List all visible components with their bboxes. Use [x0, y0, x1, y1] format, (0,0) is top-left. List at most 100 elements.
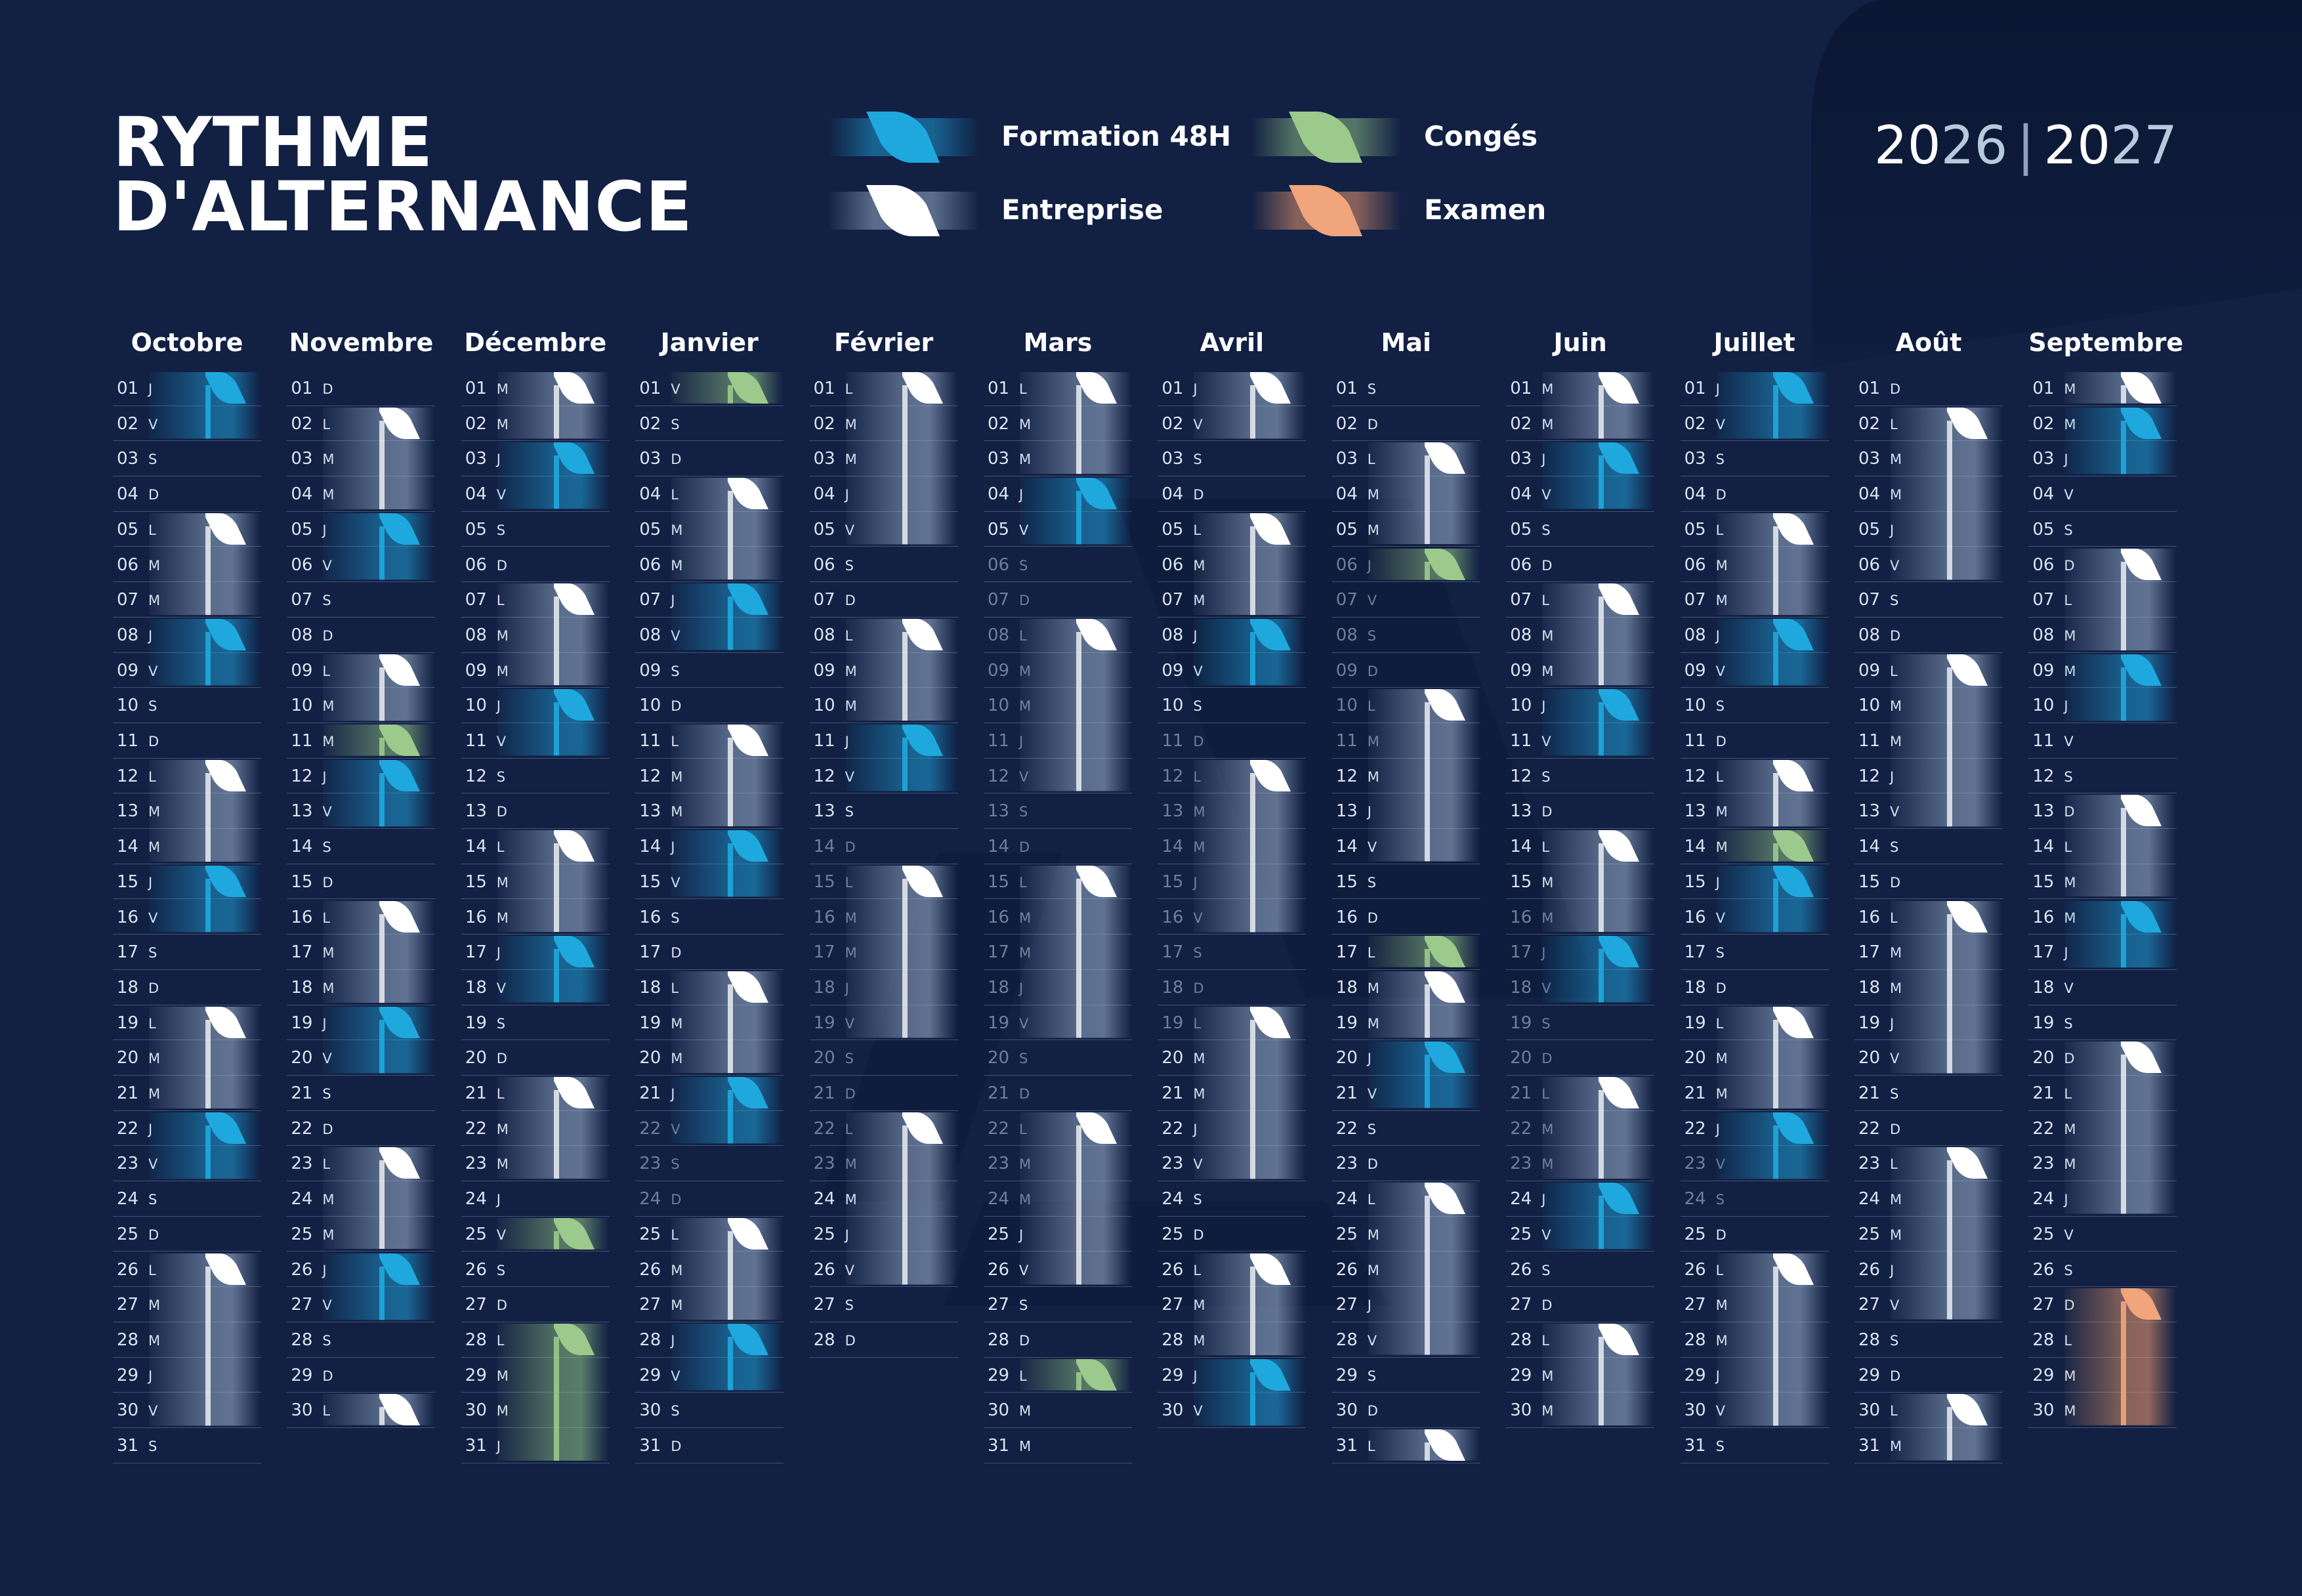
period-graphic [497, 1217, 609, 1250]
weekday-letter: D [1193, 980, 1204, 996]
period-entreprise [845, 865, 957, 1038]
day-number: 16 [291, 907, 313, 927]
period-leaf-icon [379, 724, 421, 756]
period-graphic [1891, 1394, 2002, 1461]
day-number: 30 [1684, 1400, 1706, 1421]
period-leaf-icon [553, 583, 595, 616]
day-number: 07 [291, 590, 313, 610]
period-entreprise [1194, 759, 1306, 933]
weekday-letter: S [1715, 698, 1725, 715]
period-graphic [845, 618, 957, 721]
period-band [1368, 689, 1480, 862]
period-entreprise [1542, 1077, 1654, 1179]
day-number: 18 [1684, 977, 1706, 998]
day-row: 15 D [1854, 864, 2003, 900]
day-number: 13 [639, 801, 661, 822]
day-number: 06 [988, 555, 1010, 575]
day-number: 22 [988, 1118, 1010, 1139]
day-number: 29 [988, 1365, 1010, 1385]
day-number: 17 [1335, 942, 1358, 963]
period-formation [149, 1112, 261, 1179]
title-line-2: D'ALTERNANCE [113, 167, 693, 247]
period-stripe [1250, 385, 1256, 439]
day-number: 18 [2032, 977, 2055, 998]
day-number: 21 [1335, 1083, 1358, 1103]
day-row: 07 D [809, 582, 958, 618]
period-graphic [1020, 1112, 1131, 1285]
period-entreprise [1194, 513, 1306, 615]
period-entreprise [149, 1253, 261, 1425]
period-graphic [2064, 1288, 2177, 1425]
period-graphic [1716, 618, 1828, 686]
day-number: 24 [1161, 1189, 1184, 1209]
legend-swatch-conges [1251, 112, 1402, 163]
period-leaf-icon [379, 1394, 421, 1426]
weekday-letter: S [1541, 522, 1551, 538]
day-number: 12 [1510, 766, 1532, 786]
day-number: 28 [117, 1330, 139, 1350]
period-graphic [1542, 372, 1654, 439]
period-band [845, 1112, 957, 1285]
legend-label: Entreprise [1001, 194, 1163, 226]
period-band [2064, 795, 2177, 897]
day-number: 09 [1161, 660, 1184, 681]
period-stripe [2121, 420, 2127, 474]
period-graphic [1542, 1323, 1654, 1425]
day-number: 10 [1684, 696, 1706, 716]
day-row: 10 S [1158, 688, 1307, 723]
day-number: 05 [1161, 519, 1184, 539]
day-number: 16 [1161, 907, 1184, 927]
weekday-letter: S [148, 945, 157, 961]
day-number: 07 [988, 590, 1010, 610]
period-entreprise [1716, 1006, 1828, 1108]
day-number: 08 [1510, 625, 1532, 645]
day-number: 18 [1858, 977, 1881, 998]
title-line-1: RYTHME [113, 102, 434, 182]
day-number: 06 [1161, 555, 1184, 575]
period-leaf-icon [379, 1253, 421, 1285]
period-stripe [2121, 1055, 2127, 1214]
weekday-letter: S [1367, 1368, 1377, 1384]
weekday-letter: D [1890, 874, 1901, 891]
day-number: 25 [988, 1224, 1010, 1244]
day-number: 17 [988, 942, 1010, 963]
period-leaf-icon [553, 1077, 595, 1108]
day-row: 24 D [635, 1181, 784, 1217]
day-row: 31 D [635, 1428, 784, 1463]
day-number: 11 [291, 731, 313, 751]
weekday-letter: S [845, 1297, 854, 1314]
day-row: 25 D [1680, 1217, 1829, 1252]
day-row: 19 S [461, 1005, 610, 1041]
day-number: 20 [639, 1048, 661, 1068]
weekday-letter: V [2064, 1227, 2074, 1243]
period-graphic [671, 1323, 784, 1391]
day-number: 01 [2032, 379, 2055, 398]
period-formation [1194, 618, 1306, 686]
day-number: 30 [465, 1400, 487, 1421]
period-stripe [2121, 1301, 2127, 1425]
period-entreprise [497, 1077, 609, 1179]
day-number: 21 [1510, 1083, 1532, 1103]
day-number: 13 [1684, 801, 1706, 822]
period-leaf-icon [205, 513, 246, 545]
day-row: 16 S [635, 900, 784, 935]
period-graphic [671, 1217, 784, 1320]
period-band [323, 1147, 435, 1250]
period-leaf-icon [1076, 372, 1117, 404]
period-leaf-icon [1424, 1041, 1465, 1074]
period-leaf-icon [1772, 1253, 1814, 1285]
day-row: 25 D [1158, 1217, 1307, 1252]
day-number: 16 [2032, 907, 2055, 927]
day-number: 29 [639, 1365, 661, 1385]
day-number: 13 [291, 801, 313, 822]
day-number: 12 [1858, 766, 1881, 786]
day-number: 27 [1335, 1295, 1358, 1315]
day-number: 26 [465, 1259, 487, 1280]
period-graphic [671, 478, 784, 580]
day-number: 02 [1510, 413, 1532, 434]
day-number: 09 [291, 660, 313, 681]
weekday-letter: M [1019, 1438, 1032, 1454]
day-number: 09 [117, 660, 139, 681]
day-row: 17 D [635, 934, 784, 970]
period-entreprise [1020, 1112, 1131, 1285]
